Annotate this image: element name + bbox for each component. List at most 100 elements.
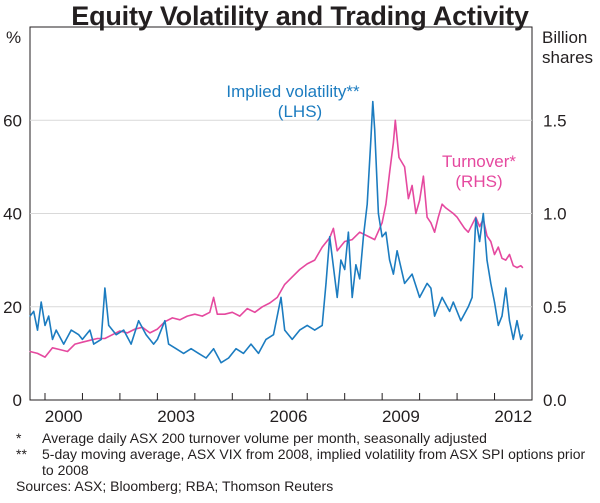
implied-volatility-point <box>81 338 83 340</box>
implied-volatility-point <box>284 329 286 331</box>
implied-volatility-point <box>508 320 511 322</box>
turnover-point <box>394 119 396 121</box>
turnover-point <box>437 216 439 218</box>
implied-volatility-point <box>205 357 207 359</box>
implied-volatility-point <box>434 315 436 317</box>
turnover-point <box>359 231 361 233</box>
implied-volatility-point <box>130 343 132 345</box>
turnover-point <box>389 171 391 174</box>
implied-volatility-point <box>486 259 488 261</box>
implied-volatility-point <box>505 287 507 289</box>
volatility-label: Implied volatility** <box>226 82 360 101</box>
implied-volatility-point <box>40 301 42 303</box>
footnote-turnover: * Average daily ASX 200 turnover volume … <box>16 430 596 446</box>
volatility-label-axis: (LHS) <box>278 102 322 121</box>
implied-volatility-point <box>475 217 477 219</box>
implied-volatility-point <box>48 315 50 317</box>
turnover-point <box>209 311 211 313</box>
implied-volatility-point <box>479 240 481 243</box>
implied-volatility-point <box>242 352 245 354</box>
implied-volatility-point <box>156 338 158 340</box>
turnover-point <box>490 240 492 243</box>
footnote-text: 5-day moving average, ASX VIX from 2008,… <box>42 446 586 478</box>
implied-volatility-point <box>36 329 39 331</box>
implied-volatility-point <box>520 338 522 340</box>
implied-volatility-point <box>104 287 106 289</box>
implied-volatility-point <box>235 348 237 350</box>
turnover-point <box>441 203 443 205</box>
x-tick-label: 2006 <box>270 407 308 426</box>
turnover-point <box>74 343 76 345</box>
turnover-point <box>321 246 323 248</box>
implied-volatility-point <box>108 324 110 326</box>
implied-volatility-point <box>299 329 301 331</box>
turnover-point <box>81 341 83 343</box>
turnover-label-axis: (RHS) <box>455 172 502 191</box>
implied-volatility-point <box>198 352 200 354</box>
implied-volatility-point <box>93 343 95 345</box>
turnover-point <box>445 207 447 209</box>
turnover-point <box>407 198 409 200</box>
turnover-point <box>508 253 511 256</box>
left-tick-label: 0 <box>13 391 22 410</box>
implied-volatility-point <box>452 301 454 303</box>
x-tick-label: 2012 <box>494 407 532 426</box>
implied-volatility-point <box>426 282 428 284</box>
turnover-point <box>149 332 151 334</box>
chart-title: Equity Volatility and Trading Activity <box>71 1 529 31</box>
implied-volatility-point <box>467 306 469 308</box>
footnote-volatility: ** 5-day moving average, ASX VIX from 20… <box>16 446 596 478</box>
implied-volatility-point <box>366 203 368 205</box>
implied-volatility-point <box>265 338 267 340</box>
implied-volatility-point <box>70 329 72 331</box>
turnover-point <box>179 319 181 321</box>
implied-volatility-point <box>449 310 451 312</box>
implied-volatility-line <box>29 100 524 364</box>
right-axis-unit-line2: shares <box>542 48 593 67</box>
implied-volatility-point <box>55 329 57 331</box>
implied-volatility-point <box>33 310 35 312</box>
turnover-point <box>156 328 158 330</box>
right-tick-labels: 0.0 0.5 1.0 1.5 <box>543 111 567 410</box>
implied-volatility-point <box>51 338 54 340</box>
implied-volatility-point <box>430 287 432 289</box>
series-lines <box>29 100 524 364</box>
turnover-point <box>505 259 507 261</box>
implied-volatility-point <box>78 334 80 336</box>
turnover-point <box>59 349 61 351</box>
implied-volatility-point <box>377 212 379 215</box>
x-tick-label: 2000 <box>45 407 83 426</box>
x-tick-label: 2003 <box>157 407 195 426</box>
turnover-point <box>314 259 316 261</box>
implied-volatility-point <box>325 282 327 284</box>
implied-volatility-point <box>381 236 383 238</box>
turnover-point <box>366 235 368 237</box>
turnover-point <box>119 330 121 332</box>
implied-volatility-point <box>493 301 496 303</box>
turnover-point <box>224 313 226 315</box>
turnover-point <box>351 239 353 241</box>
turnover-point <box>456 216 458 218</box>
implied-volatility-point <box>183 352 185 354</box>
turnover-point <box>501 257 503 259</box>
implied-volatility-point <box>190 348 192 350</box>
turnover-point <box>171 317 173 319</box>
turnover-point <box>381 222 383 224</box>
left-tick-label: 20 <box>3 298 22 317</box>
turnover-point <box>464 227 466 229</box>
turnover-point <box>479 226 481 228</box>
implied-volatility-point <box>213 348 215 350</box>
right-tick-label: 0.0 <box>543 391 567 410</box>
turnover-point <box>486 235 488 237</box>
implied-volatility-point <box>29 315 31 317</box>
implied-volatility-point <box>471 296 473 298</box>
implied-volatility-point <box>372 101 374 103</box>
implied-volatility-point <box>501 315 503 317</box>
turnover-point <box>452 212 454 215</box>
turnover-point <box>89 339 91 341</box>
turnover-point <box>231 311 233 313</box>
turnover-point <box>374 239 376 241</box>
implied-volatility-point <box>347 231 349 233</box>
implied-volatility-point <box>340 259 342 261</box>
turnover-point <box>411 184 413 187</box>
